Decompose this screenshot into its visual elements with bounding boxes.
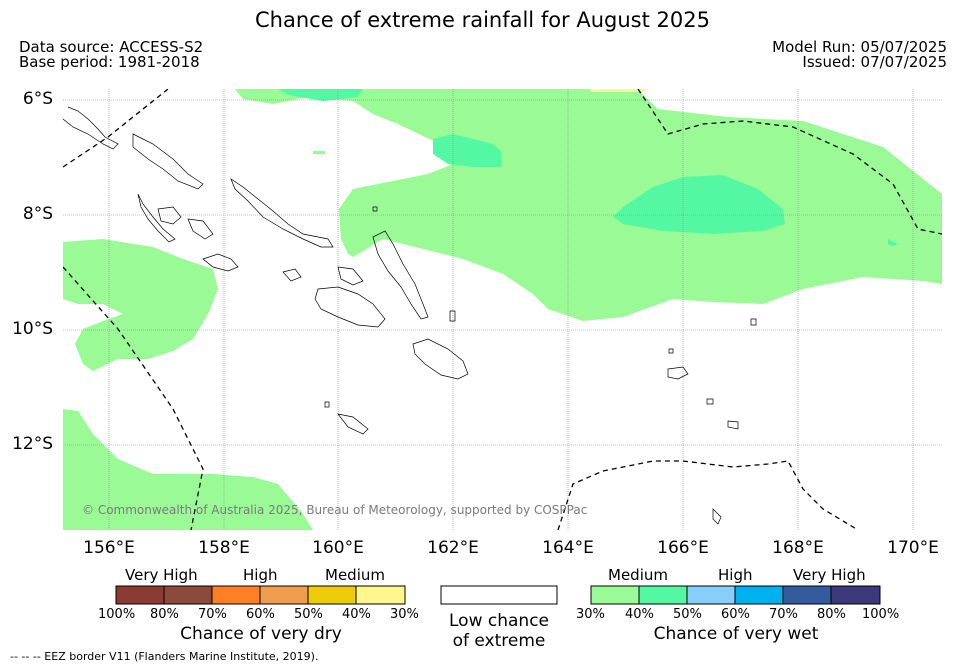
rainfall-map	[63, 89, 942, 530]
lon-label-166e: 166°E	[657, 538, 709, 558]
wet-tick-70: 70%	[769, 607, 798, 622]
lon-label-160e: 160°E	[312, 538, 364, 558]
wet-cat-very-high: Very High	[793, 566, 866, 584]
dry-swatch-5	[307, 585, 357, 605]
wet-medium-region-southwest	[63, 409, 313, 530]
wet-tick-30: 30%	[576, 607, 605, 622]
wet-high-region-speck	[888, 239, 898, 246]
wet-swatch-4	[734, 585, 784, 605]
wet-legend-caption: Chance of very wet	[653, 624, 819, 644]
lat-label-8s: 8°S	[22, 204, 53, 224]
dry-legend-caption: Chance of very dry	[180, 624, 342, 644]
wet-tick-80: 80%	[817, 607, 846, 622]
wet-medium-region-west	[63, 239, 218, 371]
wet-swatch-5	[782, 585, 832, 605]
wet-tick-100: 100%	[862, 607, 900, 622]
wet-high-region-north	[278, 89, 363, 101]
data-source-block: Data source: ACCESS-S2 Base period: 1981…	[19, 40, 203, 70]
dry-tick-80: 80%	[150, 607, 179, 622]
wet-medium-region-small	[313, 151, 325, 154]
wet-swatch-2	[638, 585, 688, 605]
dry-swatch-2	[163, 585, 213, 605]
dry-tick-50: 50%	[294, 607, 323, 622]
eez-footnote: -- -- -- EEZ border V11 (Flanders Marine…	[10, 650, 319, 663]
lon-label-170e: 170°E	[887, 538, 939, 558]
dry-tick-100: 100%	[98, 607, 136, 622]
model-run-block: Model Run: 05/07/2025 Issued: 07/07/2025	[772, 40, 947, 70]
map-title: Chance of extreme rainfall for August 20…	[255, 8, 710, 32]
dry-cat-very-high: Very High	[125, 566, 198, 584]
wet-tick-60: 60%	[721, 607, 750, 622]
wet-cat-high: High	[718, 566, 753, 584]
wet-colorbar	[590, 585, 881, 605]
lat-label-12s: 12°S	[12, 434, 53, 454]
dry-medium-region	[589, 89, 648, 92]
low-chance-line2: of extreme	[452, 631, 546, 651]
lon-label-168e: 168°E	[772, 538, 824, 558]
low-chance-swatch	[440, 585, 558, 605]
wet-medium-region-main	[235, 89, 942, 321]
wet-swatch-6	[830, 585, 881, 605]
wet-high-region-east	[613, 175, 785, 234]
dry-swatch-1	[115, 585, 165, 605]
dry-swatch-4	[259, 585, 309, 605]
dry-swatch-6	[355, 585, 406, 605]
dry-colorbar	[115, 585, 406, 605]
lon-label-158e: 158°E	[198, 538, 250, 558]
wet-cat-medium: Medium	[608, 566, 668, 584]
model-run-text: Model Run: 05/07/2025	[772, 38, 947, 56]
wet-tick-40: 40%	[625, 607, 654, 622]
wet-swatch-3	[686, 585, 736, 605]
low-chance-caption: Low chance of extreme	[420, 611, 578, 651]
dry-tick-70: 70%	[198, 607, 227, 622]
lat-label-6s: 6°S	[22, 89, 53, 109]
island-outlines	[63, 106, 757, 525]
lon-label-156e: 156°E	[83, 538, 135, 558]
dry-tick-40: 40%	[342, 607, 371, 622]
lon-label-164e: 164°E	[542, 538, 594, 558]
graticule	[63, 89, 942, 530]
dry-tick-30: 30%	[390, 607, 419, 622]
base-period-text: Base period: 1981-2018	[19, 53, 200, 71]
dry-tick-60: 60%	[246, 607, 275, 622]
data-source-text: Data source: ACCESS-S2	[19, 38, 204, 56]
lat-label-10s: 10°S	[12, 319, 53, 339]
dry-swatch-3	[211, 585, 261, 605]
copyright-notice: © Commonwealth of Australia 2025, Bureau…	[82, 503, 588, 517]
wet-tick-50: 50%	[673, 607, 702, 622]
issued-text: Issued: 07/07/2025	[802, 53, 947, 71]
wet-high-region-central	[433, 134, 501, 167]
wet-swatch-1	[590, 585, 640, 605]
eez-borders	[63, 89, 942, 530]
dry-cat-medium: Medium	[325, 566, 385, 584]
lon-label-162e: 162°E	[427, 538, 479, 558]
low-chance-line1: Low chance	[449, 611, 549, 631]
dry-cat-high: High	[243, 566, 278, 584]
